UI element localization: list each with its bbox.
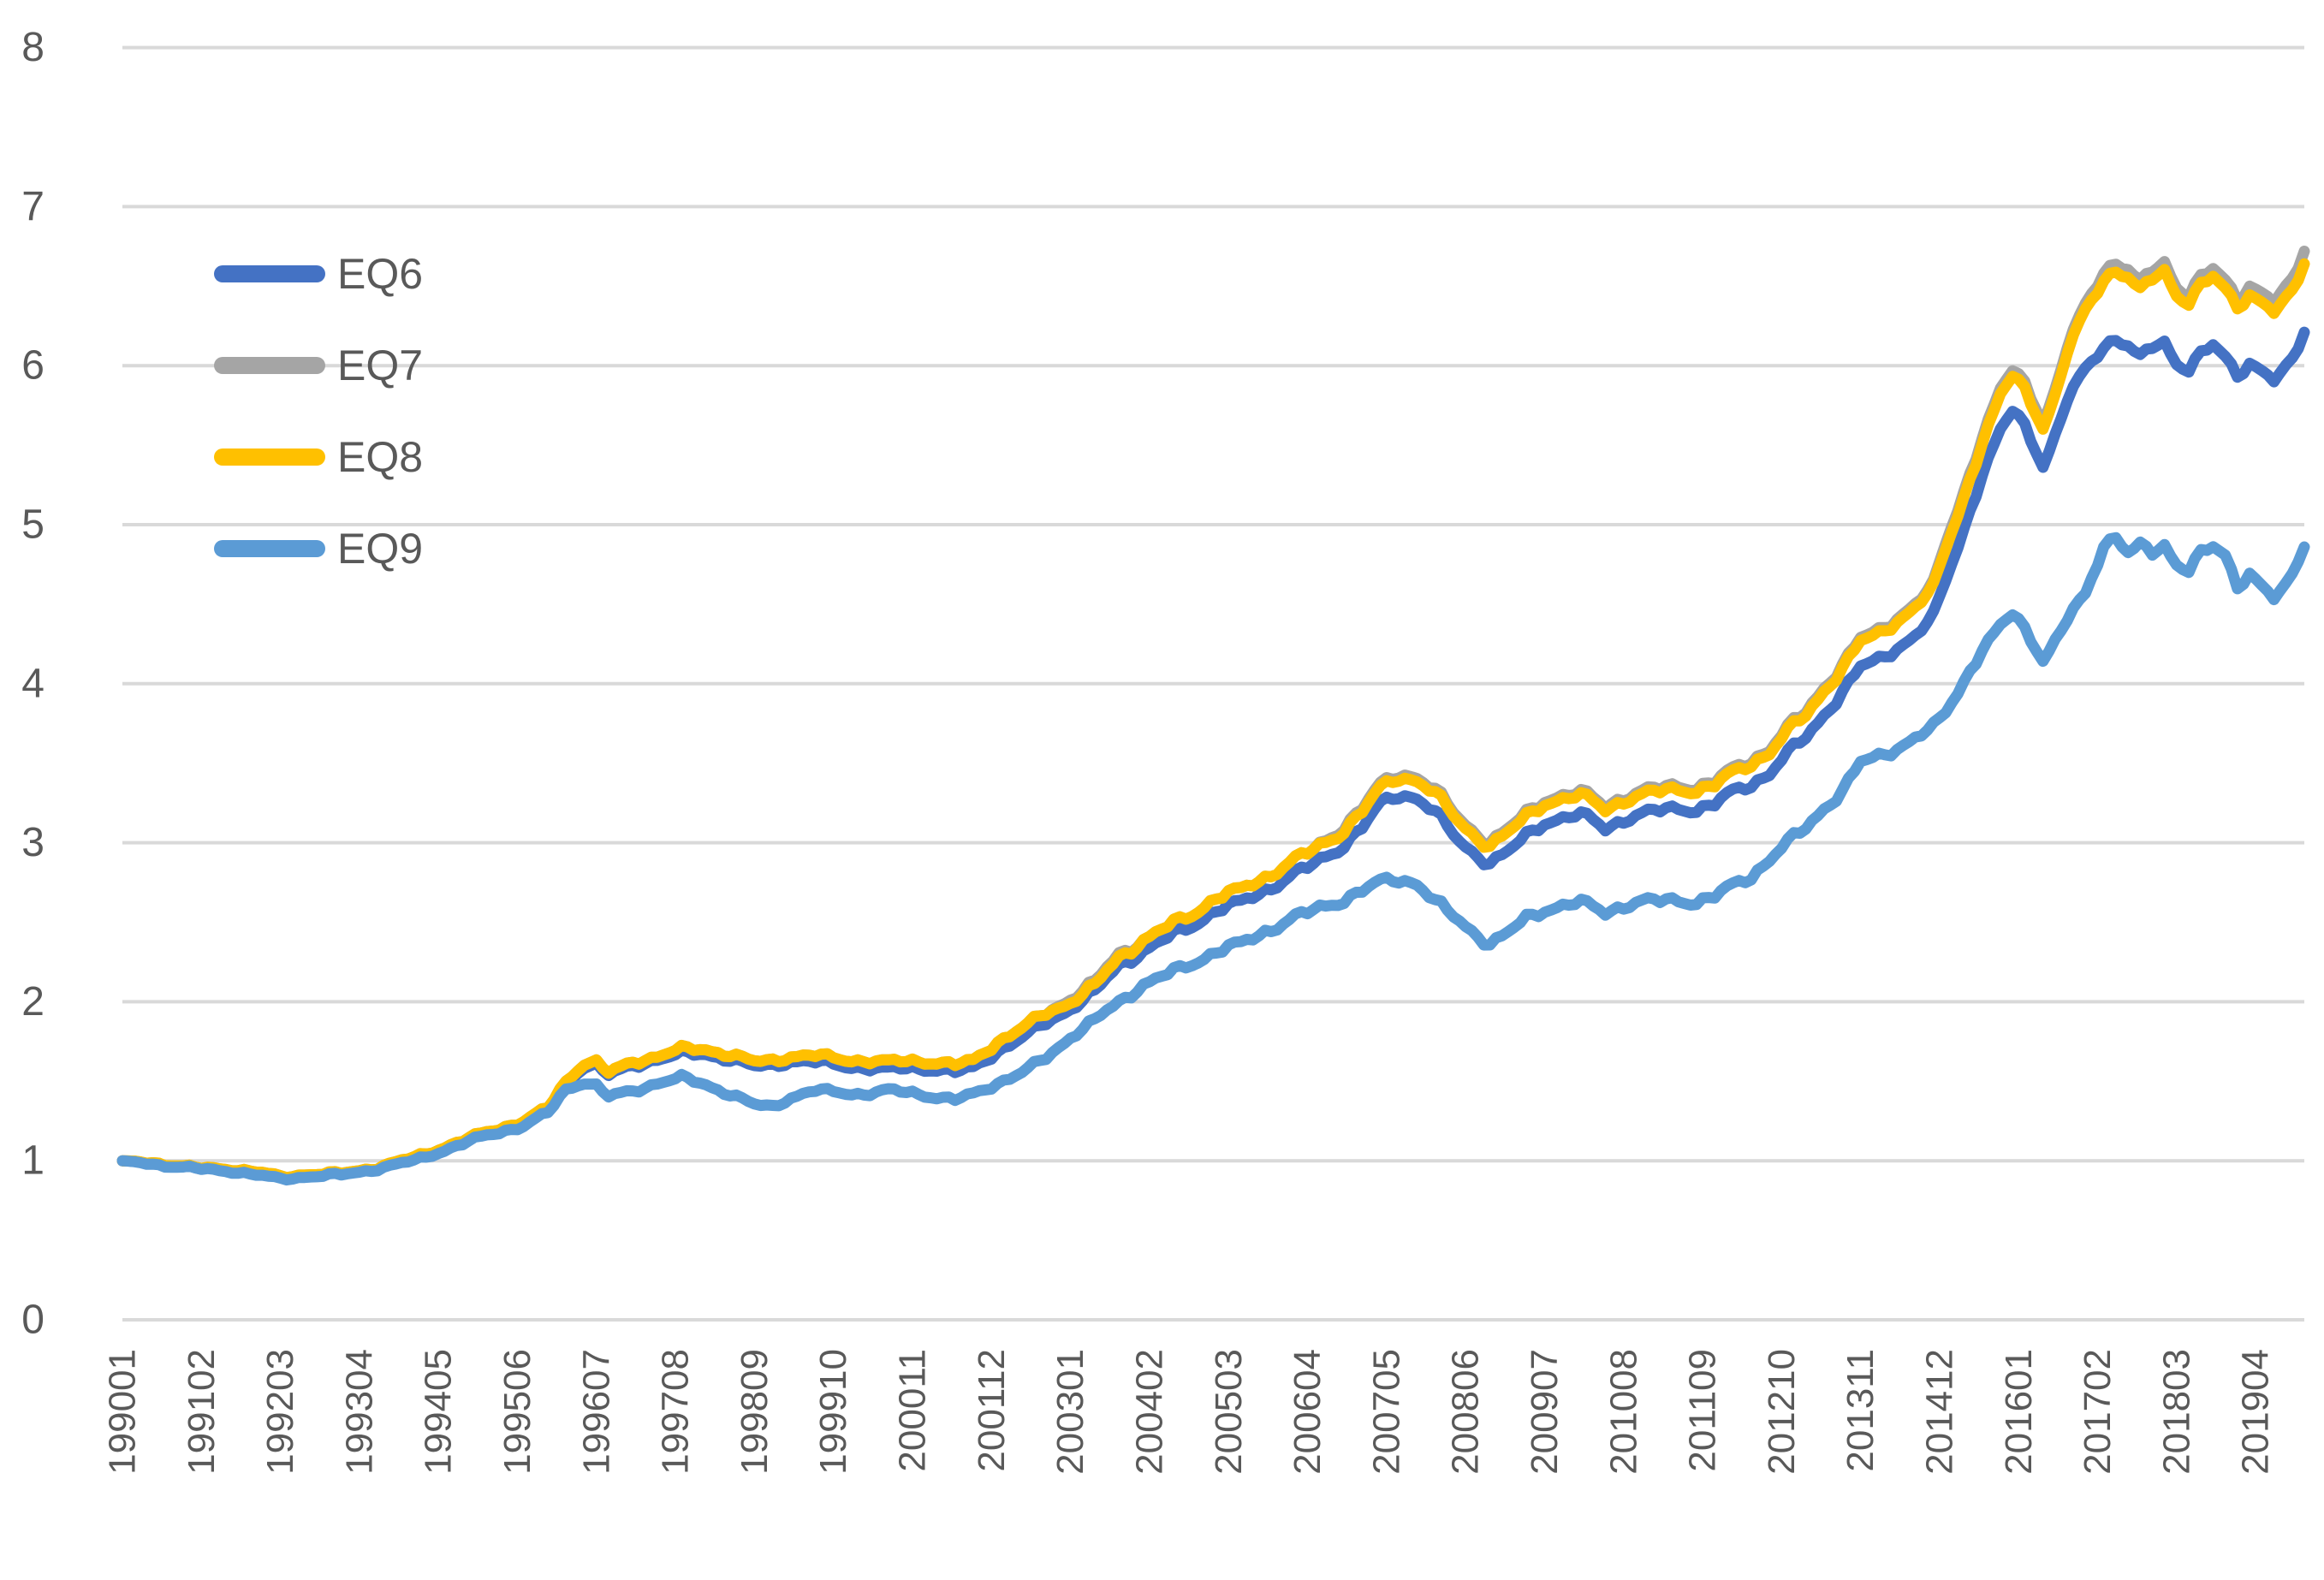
legend-swatch-eq7 — [214, 356, 325, 374]
legend-item-eq6: EQ6 — [214, 228, 423, 319]
series-line-eq8 — [116, 258, 2310, 1184]
legend-label-eq9: EQ9 — [337, 524, 424, 573]
legend-item-eq8: EQ8 — [214, 411, 423, 502]
legend-label-eq6: EQ6 — [337, 249, 424, 298]
x-tick-label-200806: 200806 — [1445, 1349, 1487, 1475]
y-tick-label-4: 4 — [21, 661, 45, 706]
legend-label-eq8: EQ8 — [337, 432, 424, 481]
x-tick-label-201803: 201803 — [2155, 1349, 2197, 1475]
legend: EQ6 EQ7 EQ8 EQ9 — [214, 228, 423, 594]
x-tick-label-199001: 199001 — [102, 1349, 144, 1475]
y-tick-label-0: 0 — [21, 1298, 45, 1343]
x-tick-label-199607: 199607 — [575, 1349, 617, 1475]
x-tick-label-201311: 201311 — [1840, 1349, 1881, 1472]
x-tick-label-200402: 200402 — [1128, 1349, 1170, 1475]
gridlines — [122, 45, 2304, 1322]
legend-item-eq7: EQ7 — [214, 319, 423, 411]
x-tick-label-200301: 200301 — [1049, 1349, 1091, 1475]
x-tick-label-200011: 200011 — [892, 1349, 934, 1472]
y-tick-label-5: 5 — [21, 502, 45, 548]
legend-item-eq9: EQ9 — [214, 502, 423, 594]
x-tick-label-200604: 200604 — [1287, 1349, 1328, 1475]
legend-swatch-eq8 — [214, 448, 325, 466]
x-tick-label-199304: 199304 — [338, 1349, 380, 1475]
series-line-eq7 — [116, 246, 2310, 1184]
x-tick-label-199405: 199405 — [418, 1349, 460, 1475]
x-tick-label-199203: 199203 — [259, 1349, 301, 1475]
y-tick-label-7: 7 — [21, 184, 45, 229]
x-tick-label-199809: 199809 — [734, 1349, 776, 1475]
x-tick-label-199708: 199708 — [655, 1349, 697, 1475]
legend-swatch-eq6 — [214, 264, 325, 282]
x-tick-label-200705: 200705 — [1365, 1349, 1407, 1475]
y-tick-label-2: 2 — [21, 979, 45, 1025]
legend-label-eq7: EQ7 — [337, 341, 424, 389]
y-tick-label-1: 1 — [21, 1138, 45, 1184]
x-tick-label-200112: 200112 — [971, 1349, 1013, 1472]
y-axis-labels: 0 1 2 3 4 5 6 7 8 — [21, 25, 45, 1342]
y-tick-label-8: 8 — [21, 25, 45, 70]
x-tick-label-199102: 199102 — [181, 1349, 223, 1475]
x-tick-label-200503: 200503 — [1208, 1349, 1250, 1475]
x-axis-labels: 199001 199102 199203 199304 199405 199506 1996… — [102, 1349, 2277, 1475]
x-tick-label-201702: 201702 — [2077, 1349, 2119, 1475]
x-tick-label-201412: 201412 — [1918, 1349, 1960, 1475]
x-tick-label-200907: 200907 — [1524, 1349, 1566, 1475]
y-tick-label-6: 6 — [21, 343, 45, 389]
x-tick-label-201210: 201210 — [1761, 1349, 1803, 1475]
y-tick-label-3: 3 — [21, 820, 45, 865]
legend-swatch-eq9 — [214, 539, 325, 557]
x-tick-label-201904: 201904 — [2235, 1349, 2277, 1475]
series-line-eq9 — [116, 532, 2310, 1186]
series-lines — [116, 246, 2310, 1186]
x-tick-label-199506: 199506 — [496, 1349, 538, 1475]
x-tick-label-201109: 201109 — [1682, 1349, 1724, 1472]
x-tick-label-201008: 201008 — [1602, 1349, 1644, 1475]
x-tick-label-199910: 199910 — [812, 1349, 854, 1475]
x-tick-label-201601: 201601 — [1998, 1349, 2040, 1475]
